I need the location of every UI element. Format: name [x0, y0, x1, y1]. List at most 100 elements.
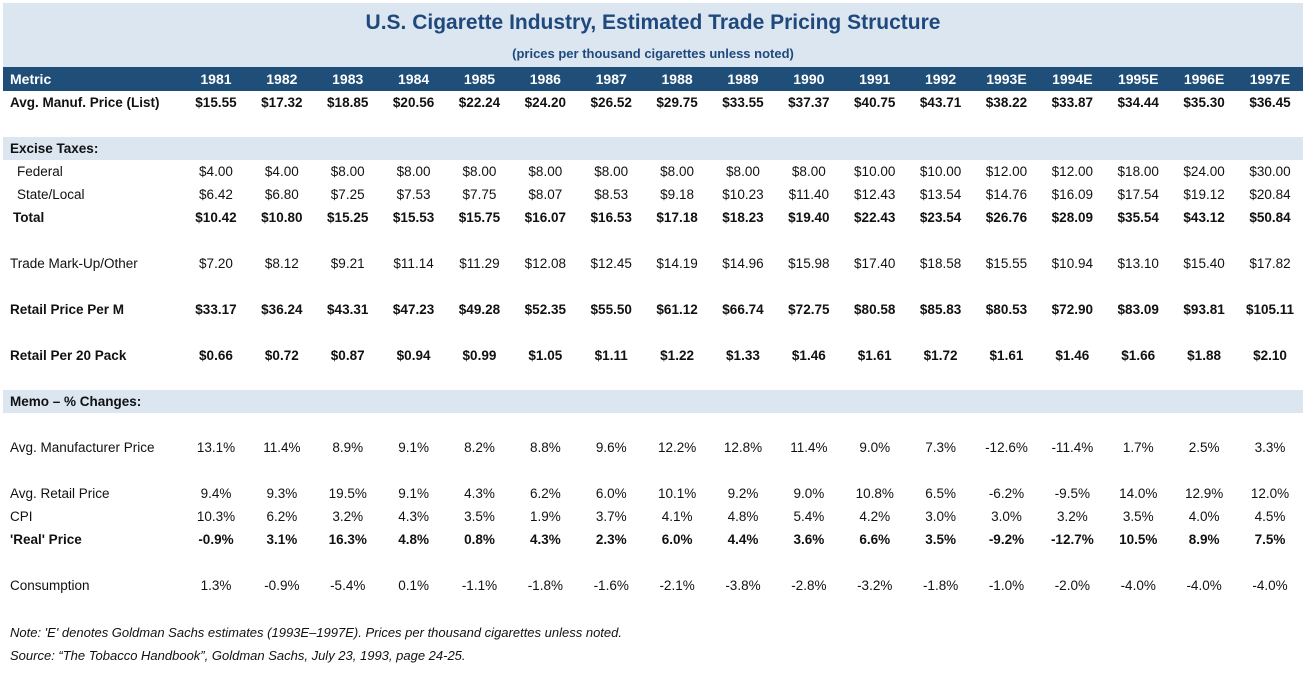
table-cell: $15.75: [458, 210, 501, 225]
row-label: Trade Mark-Up/Other: [10, 256, 138, 271]
table-cell: $12.00: [1051, 164, 1093, 179]
table-cell: $14.76: [985, 187, 1028, 202]
table-cell: $22.43: [854, 210, 896, 225]
table-cell: 3.5%: [1122, 509, 1154, 524]
table-cell: -1.0%: [988, 578, 1025, 593]
table-cell: $1.61: [857, 348, 892, 363]
table-cell: $33.55: [722, 95, 764, 110]
table-cell: $17.54: [1117, 187, 1159, 202]
table-row-federal: Federal $4.00 $4.00 $8.00 $8.00 $8.00 $8.00 $8.…: [3, 160, 1303, 183]
table-cell: 9.0%: [793, 486, 825, 501]
table-cell: 4.8%: [398, 532, 429, 547]
table-cell: 4.8%: [727, 509, 759, 524]
table-cell: 8.9%: [1188, 532, 1220, 547]
table-cell: -0.9%: [198, 532, 234, 547]
table-cell: $47.23: [392, 302, 435, 317]
table-cell: 1.3%: [200, 578, 232, 593]
table-cell: $19.40: [788, 210, 830, 225]
table-cell: $37.37: [788, 95, 830, 110]
table-cell: 9.2%: [727, 486, 759, 501]
row-label: Federal: [17, 164, 63, 179]
table-cell: 6.2%: [266, 509, 298, 524]
column-header-year: 1986: [512, 67, 579, 91]
table-cell: $16.07: [524, 210, 566, 225]
table-cell: 8.9%: [332, 440, 364, 455]
table-cell: $16.53: [590, 210, 632, 225]
table-cell: $105.11: [1245, 302, 1295, 317]
table-cell: $16.09: [1051, 187, 1093, 202]
table-cell: $43.31: [327, 302, 369, 317]
table-cell: $18.23: [722, 210, 764, 225]
table-cell: $40.75: [854, 95, 896, 110]
row-label: Total: [13, 210, 45, 225]
section-fill-cell: [248, 137, 315, 160]
table-cell: -0.9%: [264, 578, 300, 593]
table-cell: 0.1%: [398, 578, 429, 593]
header-row: Metric 1981 1982 1983 1984 1985 1986 1987 1988 1…: [3, 67, 1303, 91]
table-cell: 16.3%: [328, 532, 367, 547]
table-cell: 12.0%: [1250, 486, 1290, 501]
table-cell: $66.74: [722, 302, 764, 317]
column-header-year: 1990: [775, 67, 842, 91]
spacer-row: [3, 229, 1303, 252]
table-cell: $83.09: [1117, 302, 1159, 317]
table-cell: $15.40: [1183, 256, 1225, 271]
table-cell: $10.23: [722, 187, 764, 202]
table-cell: 3.7%: [595, 509, 627, 524]
row-label: Memo – % Changes:: [3, 390, 184, 413]
table-cell: $7.75: [462, 187, 497, 202]
table-cell: $11.40: [788, 187, 829, 202]
table-cell: $24.20: [524, 95, 566, 110]
table-cell: $13.54: [919, 187, 962, 202]
spacer-row: [3, 551, 1303, 574]
row-label: Retail Price Per M: [10, 302, 125, 317]
table-cell: 6.0%: [661, 532, 693, 547]
table-cell: $18.00: [1117, 164, 1159, 179]
table-cell: -12.7%: [1050, 532, 1094, 547]
table-cell: 5.4%: [793, 509, 825, 524]
table-cell: -1.1%: [461, 578, 498, 593]
table-cell: $1.33: [726, 348, 760, 363]
section-fill-cell: [380, 137, 447, 160]
table-cell: $23.54: [919, 210, 962, 225]
table-cell: $0.87: [330, 348, 365, 363]
column-header-year: 1997E: [1237, 67, 1303, 91]
table-cell: -6.2%: [988, 486, 1025, 501]
row-label: 'Real' Price: [10, 532, 82, 547]
table-cell: 14.0%: [1119, 486, 1158, 501]
section-fill-cell: [1039, 137, 1106, 160]
column-header-year: 1993E: [973, 67, 1040, 91]
spacer-row: [3, 367, 1303, 390]
table-cell: $36.24: [261, 302, 303, 317]
row-label: Avg. Manufacturer Price: [10, 440, 155, 455]
table-cell: 3.5%: [464, 509, 495, 524]
section-fill-cell: [775, 137, 842, 160]
section-fill-cell: [248, 390, 315, 413]
table-cell: $12.45: [590, 256, 632, 271]
section-fill-cell: [907, 137, 974, 160]
table-cell: $8.53: [594, 187, 629, 202]
table-cell: 7.5%: [1254, 532, 1286, 547]
section-fill-cell: [578, 137, 645, 160]
section-fill-cell: [183, 137, 249, 160]
spacer-cell: [3, 114, 1303, 137]
table-cell: 0.8%: [464, 532, 495, 547]
section-fill-cell: [644, 390, 711, 413]
table-cell: -2.0%: [1054, 578, 1090, 593]
table-cell: $20.84: [1249, 187, 1291, 202]
table-cell: $15.55: [195, 95, 237, 110]
table-cell: $9.21: [330, 256, 365, 271]
footnote: Note: 'E' denotes Goldman Sachs estimate…: [10, 625, 622, 640]
table-cell: $34.44: [1117, 95, 1159, 110]
table-cell: $33.17: [195, 302, 237, 317]
pricing-table: Metric 1981 1982 1983 1984 1985 1986 1987 1988 1…: [3, 67, 1303, 597]
table-cell: $10.94: [1051, 256, 1093, 271]
table-cell: 9.1%: [398, 440, 429, 455]
table-cell: $11.14: [393, 256, 434, 271]
table-cell: $43.71: [919, 95, 962, 110]
table-cell: -1.8%: [922, 578, 959, 593]
table-cell: 3.2%: [1056, 509, 1088, 524]
table-cell: 13.1%: [196, 440, 236, 455]
table-cell: 1.9%: [529, 509, 561, 524]
table-cell: $85.83: [919, 302, 962, 317]
